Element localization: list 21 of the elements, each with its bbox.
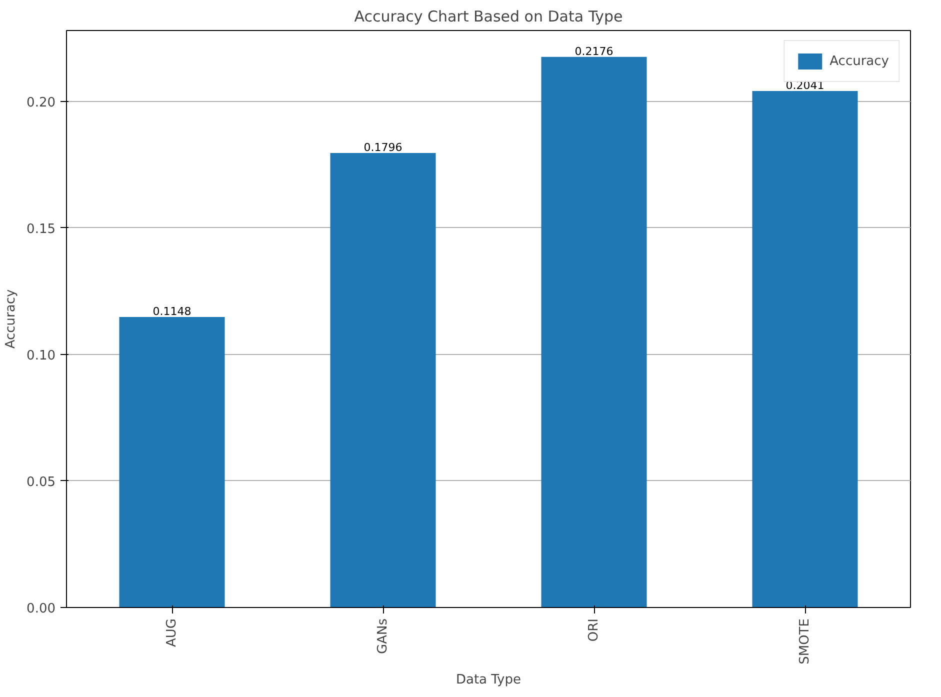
y-tick-label: 0.10 [26,348,56,364]
x-tick-label: AUG [164,618,180,647]
y-axis-title: Accuracy [4,289,19,349]
chart-title: Accuracy Chart Based on Data Type [354,8,623,26]
y-tick-label: 0.05 [26,474,56,490]
data-label: 0.1796 [364,140,402,154]
bar [752,90,858,608]
bar [541,56,647,608]
legend-label: Accuracy [830,54,889,68]
y-tick-label: 0.15 [26,222,56,237]
y-tick-label: 0.20 [26,95,56,110]
x-tick-label: ORI [586,618,602,642]
y-tick-label: 0.00 [26,602,56,616]
data-label: 0.2176 [574,44,614,58]
data-label: 0.1148 [152,304,192,318]
x-axis-title: Data Type [456,672,522,688]
bar [330,152,436,608]
bar [119,316,225,608]
data-label: 0.2041 [786,78,824,92]
x-tick-label: SMOTE [798,618,812,664]
x-tick-label: GANs [376,618,390,654]
